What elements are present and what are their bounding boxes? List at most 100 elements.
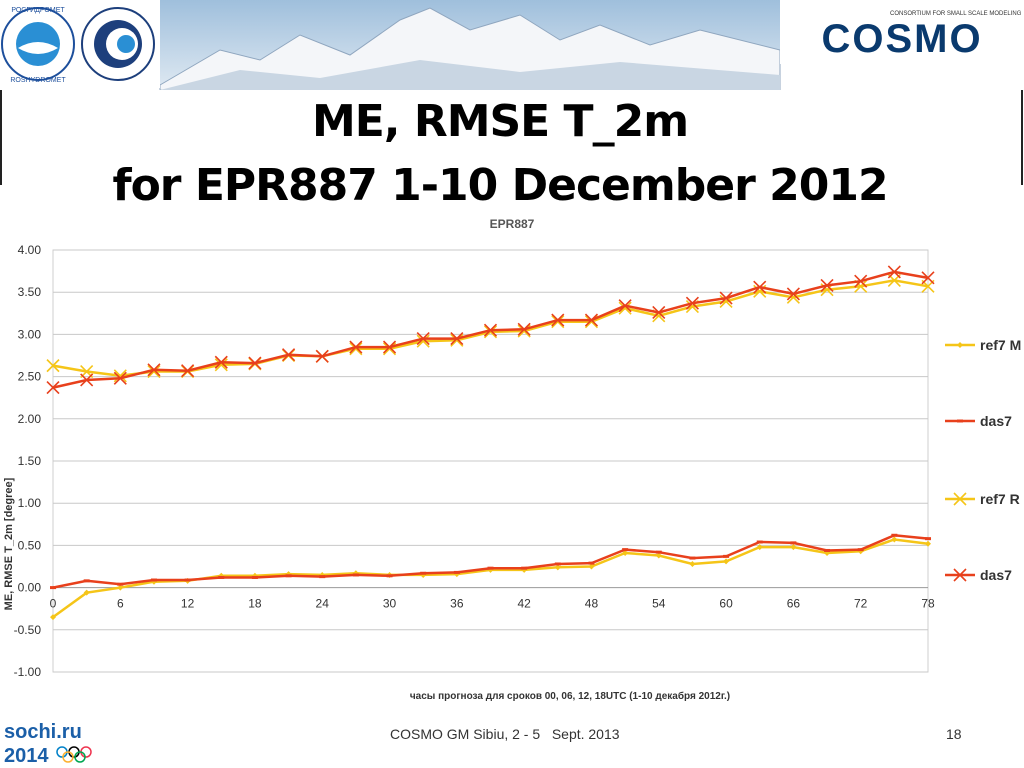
data-point: [618, 299, 632, 313]
data-point: [349, 340, 363, 354]
y-tick-label: -1.00: [14, 665, 42, 679]
chart-legend: ref7 M das7 ref7 R das7: [945, 337, 1021, 583]
x-axis-label: часы прогноза для сроков 00, 06, 12, 18U…: [410, 690, 730, 702]
data-point: [655, 550, 662, 554]
data-point: [790, 541, 797, 545]
roshydromet-latin-text: ROSHYDROMET: [10, 77, 66, 84]
data-point: [181, 364, 195, 378]
data-point: [756, 540, 763, 544]
data-point: [753, 280, 767, 294]
legend-label: das7: [980, 567, 1012, 583]
series-2: [46, 273, 935, 383]
page-number: 18: [946, 726, 962, 742]
data-point: [483, 325, 498, 339]
x-tick-label: 72: [854, 597, 868, 611]
x-tick-label: 36: [450, 597, 464, 611]
sochi-logo: sochi.ru 2014: [4, 721, 92, 767]
data-point: [382, 342, 397, 356]
data-point: [521, 566, 528, 573]
y-tick-label: 0.00: [18, 581, 42, 595]
data-point: [46, 381, 60, 395]
data-point: [554, 564, 561, 571]
data-point: [214, 358, 228, 372]
data-point: [453, 570, 460, 574]
data-point: [352, 573, 359, 577]
data-point: [551, 315, 565, 329]
sochi-year-text: 2014: [4, 745, 49, 767]
y-tick-label: 0.50: [18, 538, 42, 552]
olympic-rings-icon: [56, 746, 92, 763]
y-axis-label: ME, RMSE T_2m [degree]: [3, 477, 15, 610]
data-point: [652, 305, 666, 320]
data-point: [925, 540, 931, 547]
data-point: [790, 544, 797, 551]
x-tick-label: 12: [181, 597, 195, 611]
data-point: [248, 356, 262, 370]
data-point: [487, 566, 494, 573]
data-point: [723, 554, 730, 558]
series-1: [50, 533, 931, 590]
line-chart: -1.00 -0.50 0.00 0.50 1.00 1.50 2.00 2.50 3.00 3.…: [3, 217, 1021, 702]
data-point: [887, 265, 901, 279]
x-tick-label: 60: [719, 597, 733, 611]
legend-label: das7: [980, 413, 1012, 429]
data-point: [588, 563, 595, 570]
header-banner: РОСГИДРОМЕТ ROSHYDROMET CONSORTIUM FOR S…: [0, 0, 1024, 90]
data-point: [50, 586, 56, 590]
data-point: [113, 371, 127, 385]
data-point: [251, 575, 258, 579]
data-point: [147, 364, 161, 379]
roshydromet-text: РОСГИДРОМЕТ: [11, 7, 65, 14]
data-point: [83, 589, 90, 596]
data-point: [820, 278, 834, 293]
data-point: [618, 301, 632, 315]
data-point: [685, 296, 699, 310]
legend-label: ref7 R: [980, 491, 1020, 507]
data-point: [689, 560, 696, 567]
data-point: [113, 369, 127, 383]
x-tick-label: 42: [517, 597, 531, 611]
data-point: [147, 363, 161, 377]
data-point: [588, 561, 595, 565]
data-point: [857, 548, 864, 555]
cosmo-text: COSMO: [821, 17, 982, 61]
legend-marker: [957, 342, 963, 348]
data-point: [689, 556, 696, 560]
data-point: [487, 566, 494, 570]
x-tick-label: 0: [50, 597, 57, 611]
data-point: [184, 578, 191, 582]
y-tick-label: 3.50: [18, 285, 42, 299]
data-point: [921, 271, 935, 285]
frame-line-left: [0, 90, 2, 185]
data-point: [483, 323, 498, 337]
cosmo-tagline: CONSORTIUM FOR SMALL SCALE MODELING: [890, 11, 1022, 17]
x-tick-label: 78: [921, 597, 935, 611]
data-point: [622, 548, 629, 552]
y-tick-label: 1.50: [18, 454, 42, 468]
y-tick-label: 2.50: [18, 370, 42, 384]
frame-line-right: [1021, 90, 1023, 185]
chart-lines: [46, 265, 935, 621]
legend-item: ref7 R: [945, 491, 1020, 507]
data-point: [925, 537, 931, 541]
roshydromet-logo: РОСГИДРОМЕТ ROSHYDROMET: [0, 0, 78, 88]
data-point: [824, 549, 831, 556]
legend-marker: [953, 568, 967, 582]
y-tick-label: 2.00: [18, 412, 42, 426]
data-point: [723, 558, 730, 565]
data-point: [117, 582, 124, 586]
data-point: [416, 334, 430, 348]
data-point: [420, 571, 427, 575]
x-tick-label: 30: [383, 597, 397, 611]
data-point: [854, 274, 868, 288]
data-point: [857, 548, 864, 552]
y-tick-label: -0.50: [14, 623, 42, 637]
chart-title: EPR887: [490, 217, 535, 231]
data-point: [891, 533, 898, 537]
data-point: [319, 575, 326, 579]
data-point: [46, 359, 60, 373]
y-tick-label: 3.00: [18, 327, 42, 341]
x-tick-label: 24: [316, 597, 330, 611]
data-point: [450, 332, 464, 346]
x-tick-label: 54: [652, 597, 666, 611]
